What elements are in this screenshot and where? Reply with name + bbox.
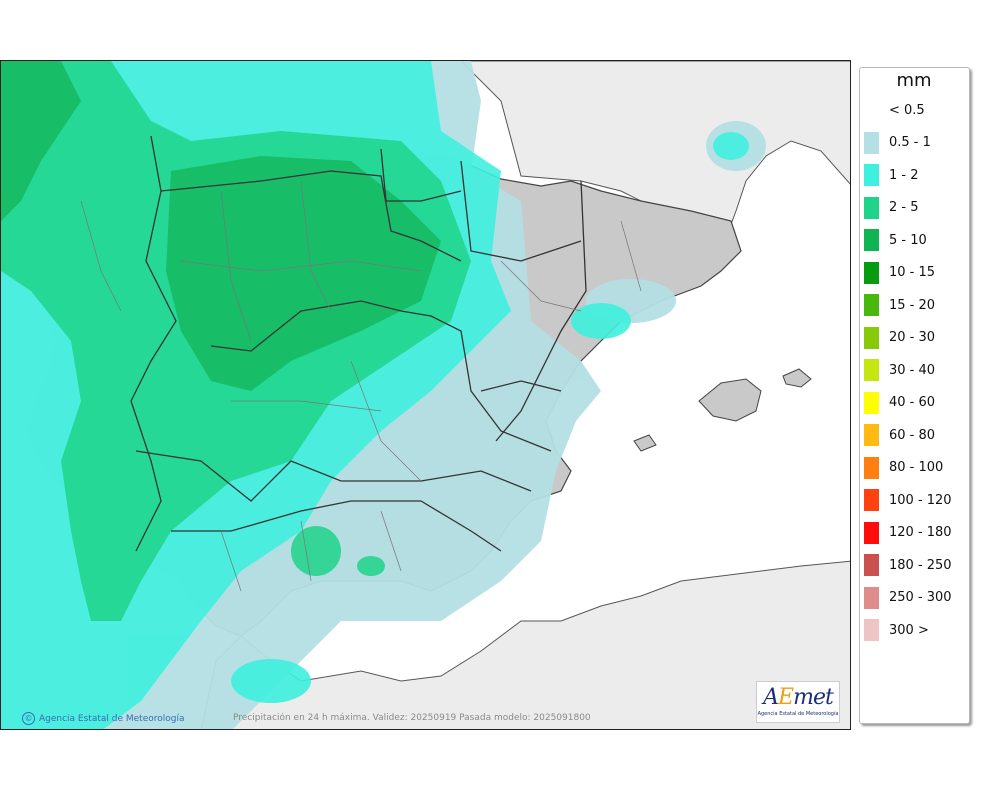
- legend-swatch: [864, 164, 879, 186]
- legend-label: 300 >: [889, 622, 929, 638]
- legend-label: 60 - 80: [889, 427, 936, 443]
- legend-item: 180 - 250: [864, 554, 952, 576]
- validity-caption: Precipitación en 24 h máxima. Validez: 2…: [233, 713, 591, 723]
- legend-item: 100 - 120: [864, 489, 952, 511]
- legend-item: 1 - 2: [864, 164, 919, 186]
- legend-swatch: [864, 489, 879, 511]
- legend-swatch: [864, 99, 879, 121]
- legend-item: 30 - 40: [864, 359, 935, 381]
- legend-swatch: [864, 619, 879, 641]
- legend-swatch: [864, 359, 879, 381]
- legend-label: 2 - 5: [889, 200, 919, 215]
- legend-swatch: [864, 456, 879, 479]
- legend-swatch: [864, 554, 879, 576]
- legend-label: 15 - 20: [889, 297, 936, 313]
- legend-label: 100 - 120: [889, 492, 952, 508]
- legend-item: 120 - 180: [864, 521, 952, 544]
- copyright-icon: ©: [22, 712, 35, 725]
- legend-swatch: [864, 521, 879, 544]
- legend-swatch: [864, 586, 879, 609]
- legend-swatch: [864, 261, 879, 284]
- legend-item: 0.5 - 1: [864, 131, 931, 154]
- legend-label: 180 - 250: [889, 557, 952, 573]
- legend-swatch: [864, 326, 879, 349]
- legend-label: 20 - 30: [889, 330, 936, 345]
- legend-label: 80 - 100: [889, 460, 944, 475]
- legend-swatch: [864, 196, 879, 219]
- legend-item: 300 >: [864, 619, 929, 641]
- legend-item: 40 - 60: [864, 391, 936, 414]
- aemet-logo: AEmet Agencia Estatal de Meteorología: [756, 681, 840, 723]
- legend-label: 250 - 300: [889, 590, 952, 605]
- legend-label: 0.5 - 1: [889, 135, 931, 150]
- aemet-wordmark: AEmet: [763, 685, 834, 710]
- legend-swatch: [864, 424, 879, 446]
- region-borders: [130, 135, 587, 552]
- legend-item: 10 - 15: [864, 261, 936, 284]
- legend-label: 40 - 60: [889, 395, 936, 410]
- precip-layer-5-10: [1, 61, 441, 391]
- legend-label: 5 - 10: [889, 232, 927, 248]
- legend-item: 60 - 80: [864, 424, 935, 446]
- legend-swatch: [864, 391, 879, 414]
- legend-item: 80 - 100: [864, 456, 944, 479]
- legend-item: < 0.5: [864, 99, 925, 121]
- precipitation-legend: mm < 0.5 0.5 - 1 1 - 2 2 - 5 5 - 10 10 - 15 15…: [859, 67, 970, 724]
- precipitation-map: [0, 60, 851, 730]
- legend-unit: mm: [896, 70, 932, 91]
- aemet-logo-subtitle: Agencia Estatal de Meteorología: [757, 711, 839, 717]
- legend-item: 2 - 5: [864, 196, 919, 219]
- legend-item: 250 - 300: [864, 586, 952, 609]
- legend-swatch: [864, 131, 879, 154]
- legend-label: 10 - 15: [889, 265, 936, 280]
- province-borders: [80, 180, 642, 592]
- legend-item: 15 - 20: [864, 294, 935, 316]
- legend-swatch: [864, 229, 879, 251]
- agency-credit: © Agencia Estatal de Meteorología: [22, 712, 185, 725]
- map-canvas: [1, 61, 850, 729]
- legend-item: 5 - 10: [864, 229, 927, 251]
- ibiza-island: [633, 434, 657, 452]
- legend-label: 120 - 180: [889, 525, 952, 540]
- legend-item: 20 - 30: [864, 326, 936, 349]
- legend-label: 30 - 40: [889, 362, 936, 378]
- mallorca-island: [698, 378, 762, 422]
- legend-swatch: [864, 294, 879, 316]
- legend-label: 1 - 2: [889, 167, 919, 183]
- legend-label: < 0.5: [889, 102, 925, 118]
- menorca-island: [782, 368, 812, 388]
- agency-credit-text: Agencia Estatal de Meteorología: [39, 713, 185, 724]
